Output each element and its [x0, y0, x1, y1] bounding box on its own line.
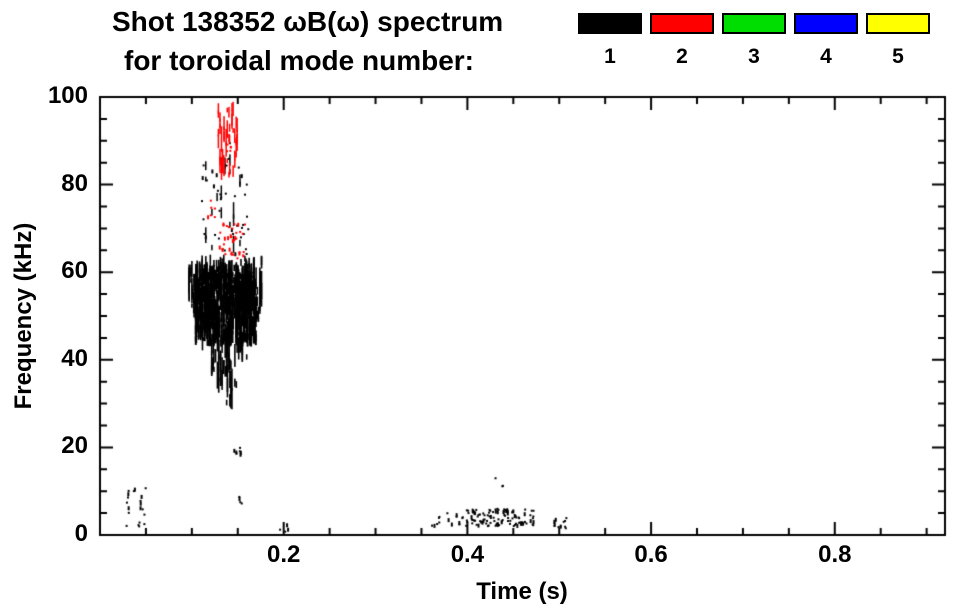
y-tick-label: 80: [61, 169, 88, 197]
y-tick-label: 0: [74, 520, 88, 547]
x-tick-label: 0.8: [818, 541, 852, 568]
x-tick-label: 0.4: [450, 541, 485, 568]
y-tick-label: 20: [61, 432, 88, 460]
y-axis-label: Frequency (kHz): [10, 222, 37, 410]
x-tick-label: 0.6: [634, 541, 668, 568]
y-tick-label: 60: [61, 257, 88, 285]
x-axis-label: Time (s): [476, 578, 568, 605]
x-tick-label: 0.2: [267, 541, 301, 568]
y-tick-label: 40: [61, 344, 88, 372]
y-tick-label: 100: [47, 82, 88, 109]
